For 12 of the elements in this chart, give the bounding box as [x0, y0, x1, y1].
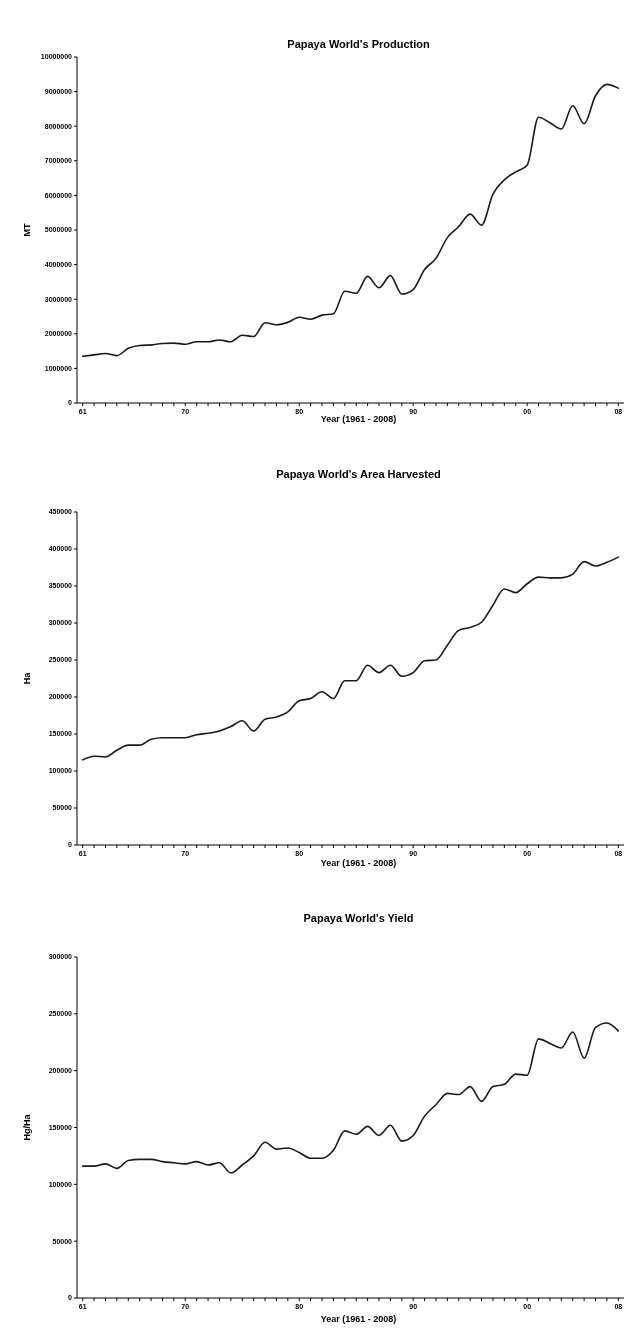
chart-title: Papaya World's Yield — [303, 912, 414, 924]
line-series — [81, 556, 620, 761]
x-axis-title: Year (1961 - 2008) — [320, 858, 397, 868]
y-axis-title: MT — [22, 223, 32, 237]
y-axis-title: Hg/Ha — [22, 1113, 32, 1141]
x-axis-title: Year (1961 - 2008) — [320, 1314, 397, 1324]
chart-title: Papaya World's Production — [287, 38, 430, 50]
line-series — [81, 83, 620, 358]
chart-title: Papaya World's Area Harvested — [276, 468, 441, 480]
y-axis-title: Ha — [22, 671, 32, 685]
line-series — [81, 1022, 620, 1174]
x-axis-title: Year (1961 - 2008) — [320, 414, 397, 424]
